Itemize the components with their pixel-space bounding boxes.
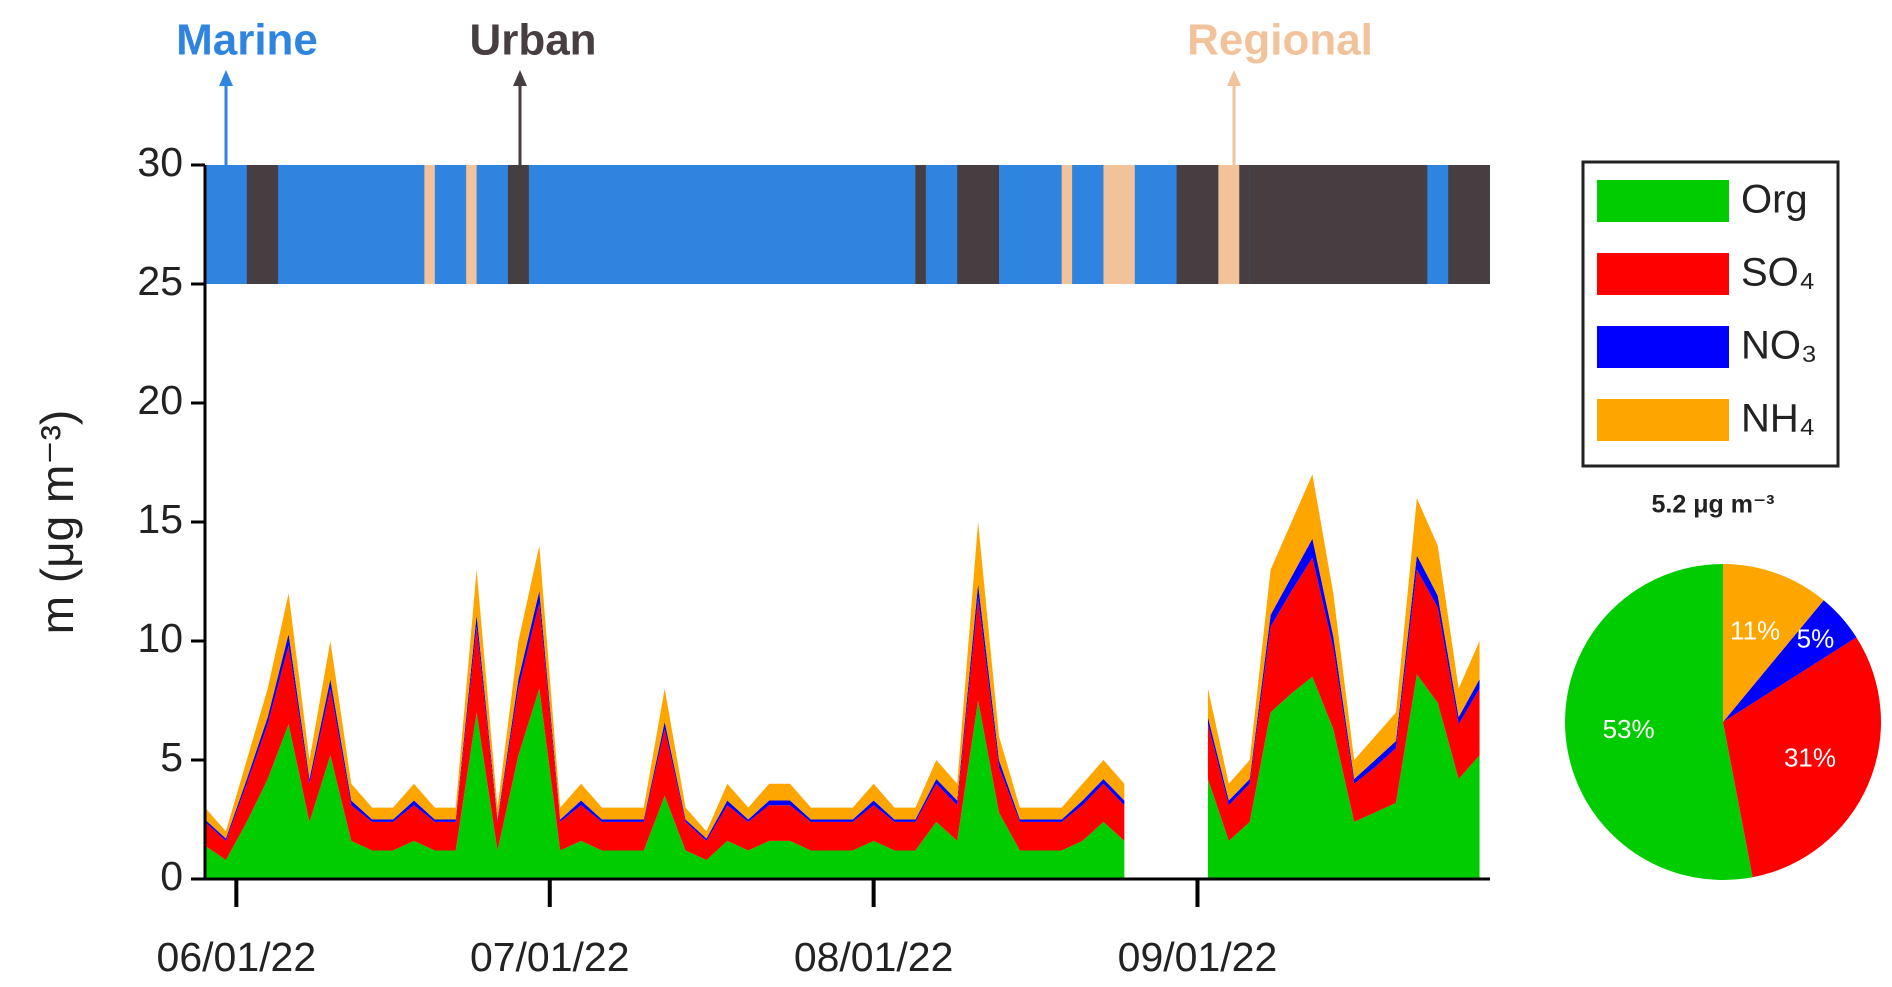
legend-swatch (1597, 326, 1729, 368)
pie-slice (1723, 564, 1824, 722)
air-mass-segment (1061, 165, 1073, 284)
pie-slice (1723, 637, 1881, 878)
air-mass-segment (1103, 165, 1135, 284)
y-tick-label: 5 (160, 734, 183, 780)
air-mass-label: Urban (469, 16, 596, 65)
pie-slice (1565, 564, 1753, 880)
air-mass-segment (466, 165, 477, 284)
pie-slice (1723, 600, 1857, 722)
legend-label: Org (1741, 178, 1808, 222)
x-tick-label: 06/01/22 (157, 934, 317, 980)
arrow-head (1227, 70, 1241, 86)
y-tick-label: 0 (160, 853, 183, 899)
air-mass-segment (915, 165, 926, 284)
pie-value-label: 11% (1730, 616, 1780, 646)
air-mass-segment (424, 165, 435, 284)
air-mass-segment (1448, 165, 1490, 284)
legend-swatch (1597, 399, 1729, 441)
y-tick-label: 30 (137, 139, 183, 185)
air-mass-segment (246, 165, 279, 284)
air-mass-segment (1218, 165, 1240, 284)
pie-value-label: 53% (1603, 714, 1655, 744)
y-axis-label: m (μg m⁻³) (31, 410, 83, 635)
x-tick-label: 08/01/22 (794, 934, 954, 980)
legend-swatch (1597, 253, 1729, 295)
air-mass-label: Marine (176, 16, 318, 65)
y-tick-label: 10 (137, 615, 183, 661)
air-mass-segment (1249, 165, 1428, 284)
area (205, 674, 1480, 879)
arrow-head (219, 70, 233, 86)
pie-value-label: 5% (1797, 623, 1835, 653)
air-mass-label: Regional (1187, 16, 1373, 65)
pie-title: 5.2 μg m⁻³ (1652, 491, 1775, 519)
air-mass-segment (507, 165, 529, 284)
x-tick-label: 09/01/22 (1118, 934, 1278, 980)
legend-swatch (1597, 180, 1729, 222)
legend-label: NO₃ (1741, 324, 1817, 368)
air-mass-segment (957, 165, 999, 284)
legend-label: SO₄ (1741, 251, 1815, 295)
x-tick-label: 07/01/22 (470, 934, 630, 980)
arrow-head (513, 70, 527, 86)
y-tick-label: 20 (137, 377, 183, 423)
pie-value-label: 31% (1784, 743, 1836, 773)
y-tick-label: 25 (137, 258, 183, 304)
legend-label: NH₄ (1741, 397, 1815, 441)
y-tick-label: 15 (137, 496, 183, 542)
